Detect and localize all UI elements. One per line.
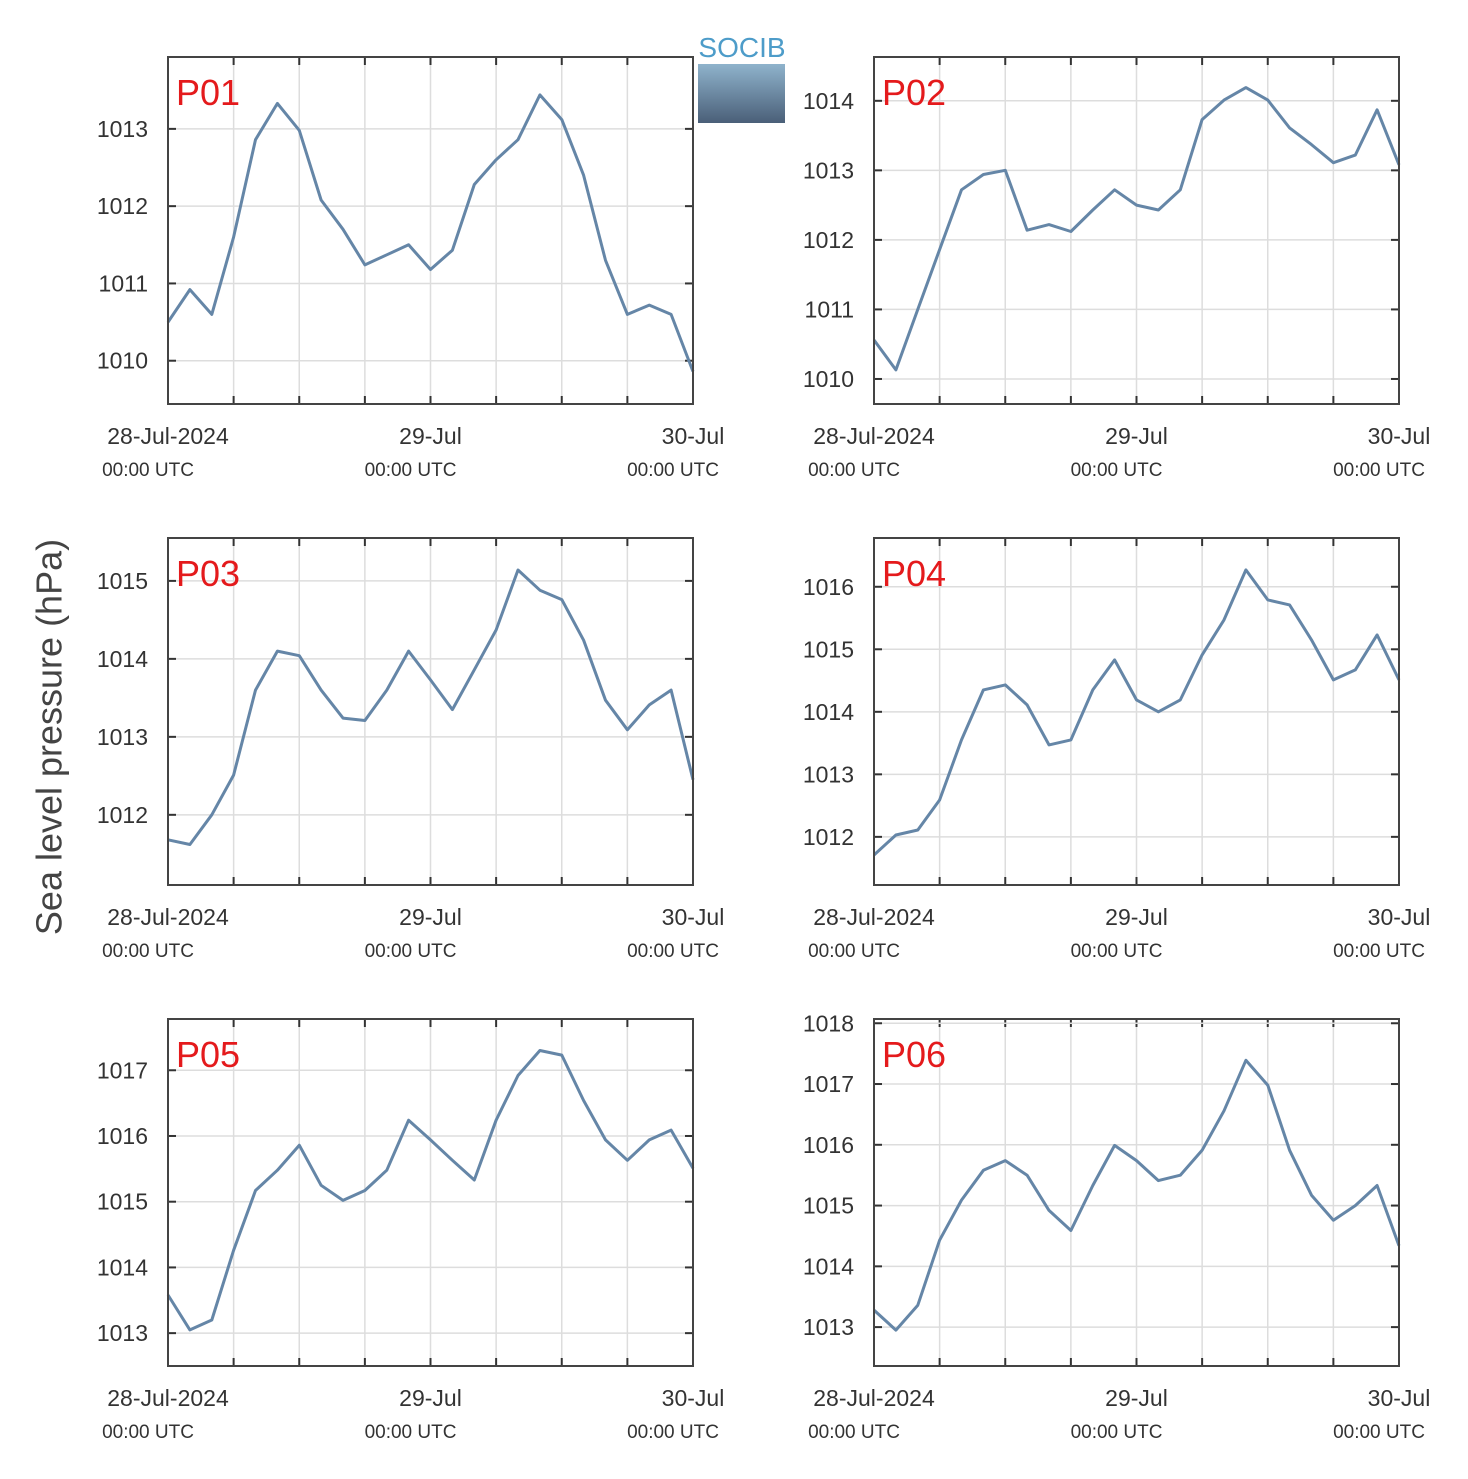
y-tick-label: 1013	[97, 724, 148, 750]
panel: 28-Jul-2024 00:00 UTC 29-Jul 00:00 UTC 30-Ju…	[97, 537, 725, 962]
x-tick-label: 29-Jul	[399, 423, 462, 449]
x-tick-label: 29-Jul	[399, 904, 462, 930]
y-tick-label: 1013	[803, 1314, 854, 1340]
x-tick-label: 28-Jul-2024	[813, 423, 935, 449]
x-tick-label: 30-Jul	[662, 423, 725, 449]
logo-mark	[698, 64, 785, 123]
y-tick-label: 1016	[97, 1123, 148, 1149]
x-tick-sublabel: 00:00 UTC	[627, 460, 719, 481]
x-tick-sublabel: 00:00 UTC	[102, 1422, 194, 1443]
logo: SOCIB	[698, 32, 786, 123]
y-tick-label: 1013	[97, 1320, 148, 1346]
x-tick-label: 28-Jul-2024	[107, 423, 229, 449]
y-tick-label: 1011	[99, 270, 148, 296]
y-tick-label: 1015	[97, 1189, 148, 1215]
x-tick-sublabel: 00:00 UTC	[1071, 460, 1163, 481]
y-tick-label: 1018	[803, 1010, 854, 1036]
y-axis-label: Sea level pressure (hPa)	[29, 539, 70, 935]
y-tick-label: 1014	[803, 88, 854, 114]
x-tick-sublabel: 00:00 UTC	[1071, 1422, 1163, 1443]
y-tick-label: 1015	[97, 568, 148, 594]
y-tick-label: 1014	[97, 1254, 148, 1280]
x-tick-sublabel: 00:00 UTC	[102, 941, 194, 962]
x-tick-sublabel: 00:00 UTC	[365, 460, 457, 481]
y-tick-label: 1011	[805, 296, 854, 322]
x-tick-label: 29-Jul	[1105, 904, 1168, 930]
y-tick-label: 1014	[803, 699, 854, 725]
x-tick-sublabel: 00:00 UTC	[627, 1422, 719, 1443]
x-tick-sublabel: 00:00 UTC	[102, 460, 194, 481]
x-tick-label: 30-Jul	[1368, 904, 1431, 930]
panel-title: P01	[176, 72, 240, 113]
y-tick-label: 1017	[97, 1057, 148, 1083]
y-tick-label: 1016	[803, 574, 854, 600]
x-tick-label: 28-Jul-2024	[813, 1385, 935, 1411]
data-line	[872, 1058, 1401, 1332]
x-tick-label: 30-Jul	[662, 1385, 725, 1411]
panel: 28-Jul-2024 00:00 UTC 29-Jul 00:00 UTC 30-Ju…	[803, 56, 1431, 481]
x-tick-sublabel: 00:00 UTC	[1333, 460, 1425, 481]
panel-title: P04	[882, 553, 946, 594]
panel: 28-Jul-2024 00:00 UTC 29-Jul 00:00 UTC 30-Ju…	[803, 537, 1431, 962]
y-tick-label: 1014	[97, 646, 148, 672]
x-tick-sublabel: 00:00 UTC	[1071, 941, 1163, 962]
y-tick-label: 1015	[803, 1193, 854, 1219]
logo-text: SOCIB	[698, 32, 785, 63]
x-tick-label: 28-Jul-2024	[107, 904, 229, 930]
data-line	[872, 86, 1401, 372]
y-tick-label: 1013	[803, 761, 854, 787]
x-tick-label: 30-Jul	[662, 904, 725, 930]
y-tick-label: 1010	[803, 366, 854, 392]
plot-frame	[873, 1018, 1400, 1367]
panel-title: P02	[882, 72, 946, 113]
plot-frame	[873, 537, 1400, 886]
data-line	[872, 568, 1401, 857]
panel: 28-Jul-2024 00:00 UTC 29-Jul 00:00 UTC 30-Ju…	[97, 1018, 725, 1443]
x-tick-label: 29-Jul	[1105, 1385, 1168, 1411]
x-tick-label: 28-Jul-2024	[107, 1385, 229, 1411]
x-tick-sublabel: 00:00 UTC	[808, 1422, 900, 1443]
x-tick-label: 30-Jul	[1368, 1385, 1431, 1411]
y-tick-label: 1015	[803, 636, 854, 662]
x-tick-label: 28-Jul-2024	[813, 904, 935, 930]
panel-title: P05	[176, 1034, 240, 1075]
x-tick-sublabel: 00:00 UTC	[808, 460, 900, 481]
y-tick-label: 1010	[97, 348, 148, 374]
plot-frame	[167, 537, 694, 886]
x-tick-label: 30-Jul	[1368, 423, 1431, 449]
y-tick-label: 1012	[97, 193, 148, 219]
data-line	[166, 93, 695, 373]
plot-frame	[167, 56, 694, 405]
y-tick-label: 1012	[803, 227, 854, 253]
y-tick-label: 1012	[803, 824, 854, 850]
panel-title: P03	[176, 553, 240, 594]
panel: 28-Jul-2024 00:00 UTC 29-Jul 00:00 UTC 30-Ju…	[803, 1010, 1431, 1443]
x-tick-sublabel: 00:00 UTC	[1333, 941, 1425, 962]
y-tick-label: 1017	[803, 1071, 854, 1097]
data-line	[166, 1049, 695, 1332]
x-tick-label: 29-Jul	[1105, 423, 1168, 449]
plot-frame	[167, 1018, 694, 1367]
x-tick-sublabel: 00:00 UTC	[808, 941, 900, 962]
panel: 28-Jul-2024 00:00 UTC 29-Jul 00:00 UTC 30-Ju…	[97, 56, 725, 481]
y-tick-label: 1016	[803, 1132, 854, 1158]
y-tick-label: 1013	[97, 116, 148, 142]
y-tick-label: 1014	[803, 1253, 854, 1279]
y-tick-label: 1012	[97, 802, 148, 828]
x-tick-sublabel: 00:00 UTC	[627, 941, 719, 962]
data-line	[167, 568, 695, 846]
panel-title: P06	[882, 1034, 946, 1075]
x-tick-sublabel: 00:00 UTC	[365, 941, 457, 962]
x-tick-sublabel: 00:00 UTC	[365, 1422, 457, 1443]
plot-frame	[873, 56, 1400, 405]
x-tick-sublabel: 00:00 UTC	[1333, 1422, 1425, 1443]
x-tick-label: 29-Jul	[399, 1385, 462, 1411]
y-tick-label: 1013	[803, 157, 854, 183]
